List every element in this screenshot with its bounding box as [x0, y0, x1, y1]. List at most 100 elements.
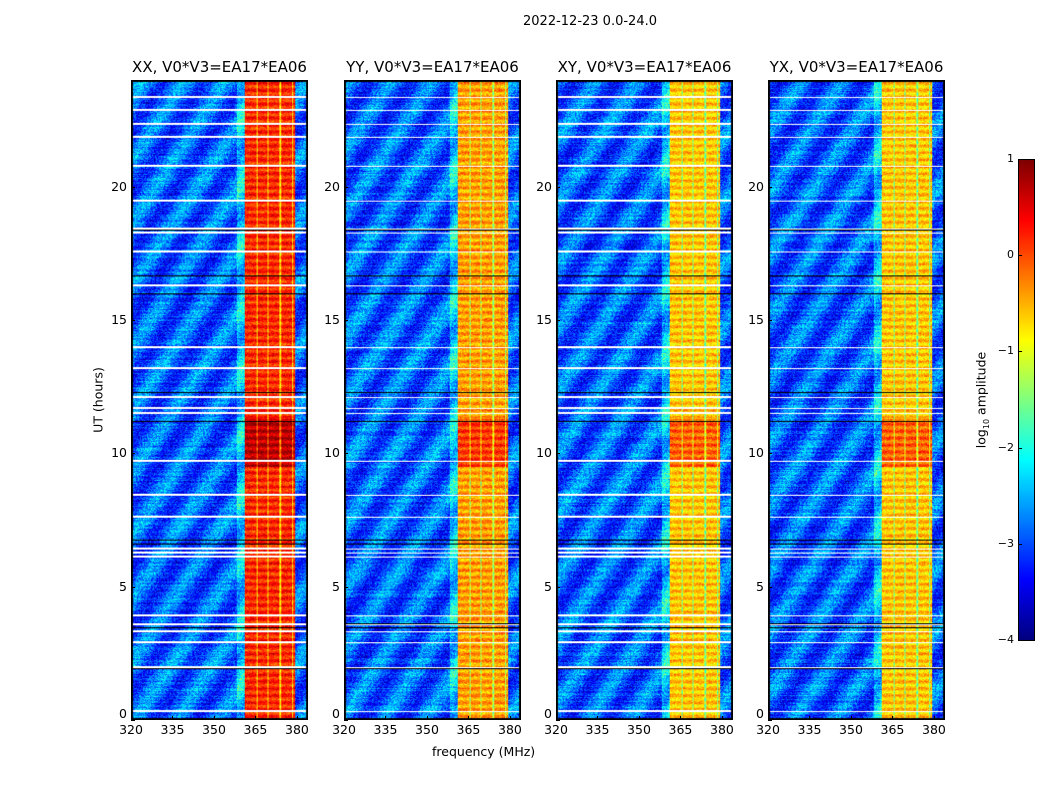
y-tick-mark — [556, 186, 560, 188]
y-tick-mark — [768, 720, 772, 721]
x-tick-mark — [597, 716, 599, 720]
y-tick-label: 5 — [544, 578, 552, 594]
x-tick-mark — [638, 716, 640, 720]
y-tick-mark — [768, 186, 772, 188]
x-tick-mark — [426, 716, 428, 720]
y-tick-mark — [344, 186, 348, 188]
y-tick-mark — [131, 720, 135, 721]
spectrogram-panel-xy — [556, 80, 733, 720]
y-tick-mark — [768, 586, 772, 588]
y-tick-label: 0 — [119, 706, 127, 721]
x-tick-mark — [892, 716, 894, 720]
colorbar-tick-label: 1 — [1007, 152, 1014, 165]
panel-title: XY, V0*V3=EA17*EA06 — [557, 58, 732, 76]
x-tick-label: 380 — [285, 722, 309, 737]
colorbar-tick-label: −1 — [997, 344, 1014, 358]
colorbar-tick-mark — [1018, 255, 1022, 257]
y-tick-label: 10 — [111, 445, 127, 461]
y-tick-label: 0 — [756, 706, 764, 721]
y-tick-label: 20 — [111, 178, 127, 194]
y-tick-label: 15 — [748, 312, 764, 327]
x-tick-mark — [556, 716, 557, 720]
colorbar-tick-mark — [1018, 351, 1022, 353]
x-tick-label: 320 — [332, 722, 356, 737]
x-tick-label: 320 — [756, 722, 780, 737]
y-tick-label: 5 — [332, 578, 340, 594]
y-tick-label: 0 — [544, 706, 552, 721]
x-tick-label: 365 — [456, 722, 481, 737]
panel-title: XX, V0*V3=EA17*EA06 — [132, 58, 307, 76]
colorbar-label-rest: amplitude — [973, 351, 989, 419]
colorbar-tick-label: −2 — [997, 440, 1014, 454]
figure-suptitle: 2022-12-23 0.0-24.0 — [523, 14, 657, 29]
x-tick-mark — [131, 716, 132, 720]
y-tick-mark — [556, 586, 560, 588]
y-tick-mark — [131, 453, 135, 455]
x-tick-label: 335 — [373, 722, 398, 737]
x-tick-label: 320 — [119, 722, 143, 737]
y-tick-label: 10 — [324, 445, 340, 461]
x-tick-label: 350 — [839, 722, 863, 737]
y-axis-label: UT (hours) — [90, 367, 106, 433]
x-tick-label: 335 — [797, 722, 822, 737]
y-tick-mark — [344, 320, 348, 321]
x-tick-mark — [768, 716, 769, 720]
y-tick-mark — [344, 586, 348, 588]
spectrogram-panel-yx — [768, 80, 945, 720]
colorbar-label-sub: 10 — [981, 418, 991, 430]
colorbar-label: log10 amplitude — [973, 352, 991, 448]
panel-title: YY, V0*V3=EA17*EA06 — [346, 58, 519, 76]
x-tick-mark — [468, 716, 470, 720]
spectrogram-panel-xx — [131, 80, 308, 720]
y-tick-mark — [344, 720, 348, 721]
y-tick-mark — [131, 186, 135, 188]
x-tick-label: 380 — [498, 722, 522, 737]
y-tick-label: 15 — [324, 312, 340, 327]
x-tick-mark — [344, 716, 345, 720]
spectrogram-panel-yy — [344, 80, 521, 720]
y-tick-label: 0 — [332, 706, 340, 721]
x-tick-label: 350 — [627, 722, 651, 737]
colorbar-tick-label: −4 — [997, 633, 1014, 646]
y-tick-label: 20 — [324, 178, 340, 194]
x-tick-mark — [933, 716, 935, 720]
x-tick-label: 350 — [415, 722, 439, 737]
x-tick-mark — [809, 716, 811, 720]
colorbar-tick-mark — [1018, 640, 1022, 641]
x-tick-mark — [255, 716, 257, 720]
y-tick-mark — [768, 453, 772, 455]
y-tick-label: 15 — [111, 312, 127, 327]
y-tick-mark — [768, 320, 772, 321]
y-tick-mark — [131, 320, 135, 321]
colorbar-tick-mark — [1018, 543, 1022, 545]
x-tick-label: 350 — [202, 722, 226, 737]
colorbar — [1018, 159, 1035, 641]
x-tick-label: 335 — [160, 722, 185, 737]
y-tick-mark — [556, 453, 560, 455]
y-tick-label: 15 — [536, 312, 552, 327]
colorbar-tick-label: −3 — [997, 536, 1014, 550]
y-tick-mark — [556, 320, 560, 321]
x-tick-mark — [213, 716, 215, 720]
x-tick-label: 320 — [544, 722, 568, 737]
x-tick-mark — [509, 716, 511, 720]
x-tick-mark — [172, 716, 174, 720]
x-tick-mark — [850, 716, 852, 720]
x-tick-mark — [721, 716, 723, 720]
x-tick-mark — [680, 716, 682, 720]
x-tick-label: 335 — [585, 722, 610, 737]
x-tick-label: 365 — [243, 722, 268, 737]
x-axis-label: frequency (MHz) — [432, 744, 536, 759]
y-tick-label: 5 — [119, 578, 127, 594]
y-tick-label: 20 — [536, 178, 552, 194]
colorbar-tick-mark — [1018, 159, 1022, 160]
colorbar-label-log: log — [973, 429, 989, 449]
x-tick-mark — [296, 716, 298, 720]
y-tick-label: 10 — [748, 445, 764, 461]
x-tick-label: 380 — [922, 722, 946, 737]
panel-title: YX, V0*V3=EA17*EA06 — [769, 58, 944, 76]
x-tick-mark — [385, 716, 387, 720]
y-tick-label: 20 — [748, 178, 764, 194]
x-tick-label: 365 — [668, 722, 693, 737]
